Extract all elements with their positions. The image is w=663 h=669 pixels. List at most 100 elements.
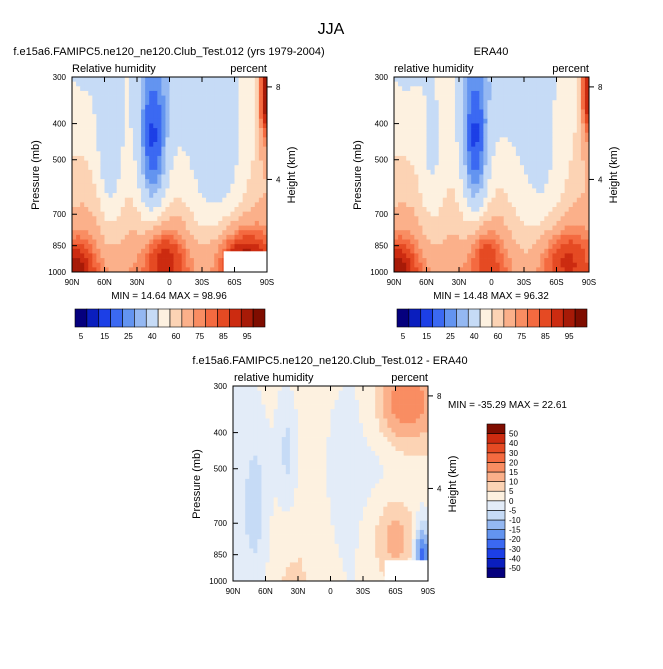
contour-cell [251, 128, 255, 133]
contour-cell [310, 400, 314, 405]
contour-cell [186, 137, 190, 142]
contour-cell [520, 110, 524, 115]
contour-cell [459, 188, 463, 193]
contour-cell [198, 119, 202, 124]
contour-cell [406, 161, 410, 166]
contour-cell [92, 198, 96, 203]
contour-cell [375, 386, 379, 391]
contour-cell [96, 128, 100, 133]
contour-cell [459, 82, 463, 87]
contour-cell [245, 400, 249, 405]
contour-cell [125, 165, 129, 170]
contour-cell [471, 188, 475, 193]
contour-cell [463, 161, 467, 166]
contour-cell [153, 133, 157, 138]
contour-cell [149, 263, 153, 268]
contour-cell [398, 77, 402, 82]
contour-cell [88, 100, 92, 105]
contour-cell [88, 147, 92, 152]
contour-cell [447, 179, 451, 184]
contour-cell [96, 77, 100, 82]
contour-cell [561, 175, 565, 180]
contour-cell [447, 123, 451, 128]
contour-cell [557, 202, 561, 207]
contour-cell [259, 230, 263, 235]
contour-cell [508, 100, 512, 105]
contour-cell [170, 235, 174, 240]
contour-cell [206, 133, 210, 138]
contour-cell [247, 142, 251, 147]
contour-cell [226, 226, 230, 231]
contour-cell [347, 446, 351, 451]
contour-cell [479, 258, 483, 263]
contour-cell [218, 119, 222, 124]
contour-cell [198, 110, 202, 115]
contour-cell [222, 77, 226, 82]
contour-cell [145, 165, 149, 170]
contour-cell [222, 179, 226, 184]
contour-cell [194, 123, 198, 128]
contour-cell [129, 128, 133, 133]
contour-cell [109, 110, 113, 115]
contour-cell [186, 100, 190, 105]
contour-cell [153, 240, 157, 245]
contour-cell [153, 249, 157, 254]
contour-cell [198, 161, 202, 166]
contour-cell [198, 263, 202, 268]
contour-cell [247, 123, 251, 128]
contour-cell [218, 258, 222, 263]
contour-cell [161, 91, 165, 96]
contour-cell [443, 253, 447, 258]
contour-cell [408, 442, 412, 447]
contour-cell [274, 451, 278, 456]
contour-cell [447, 96, 451, 101]
contour-cell [237, 419, 241, 424]
contour-cell [471, 230, 475, 235]
contour-cell [577, 263, 581, 268]
contour-cell [100, 123, 104, 128]
contour-cell [443, 82, 447, 87]
contour-cell [394, 82, 398, 87]
contour-cell [577, 221, 581, 226]
contour-cell [80, 110, 84, 115]
contour-cell [206, 179, 210, 184]
contour-cell [226, 119, 230, 124]
contour-cell [339, 432, 343, 437]
contour-cell [202, 258, 206, 263]
contour-cell [363, 414, 367, 419]
contour-cell [253, 460, 257, 465]
contour-cell [418, 263, 422, 268]
contour-cell [117, 230, 121, 235]
contour-cell [270, 428, 274, 433]
contour-cell [145, 198, 149, 203]
contour-cell [161, 258, 165, 263]
contour-cell [170, 100, 174, 105]
contour-cell [298, 451, 302, 456]
contour-cell [157, 198, 161, 203]
contour-cell [420, 419, 424, 424]
contour-cell [149, 82, 153, 87]
contour-cell [475, 96, 479, 101]
contour-cell [261, 456, 265, 461]
contour-cell [496, 156, 500, 161]
contour-cell [318, 400, 322, 405]
contour-cell [170, 263, 174, 268]
contour-cell [394, 161, 398, 166]
contour-cell [235, 128, 239, 133]
contour-cell [422, 123, 426, 128]
contour-cell [347, 442, 351, 447]
contour-cell [186, 119, 190, 124]
contour-cell [113, 240, 117, 245]
contour-cell [557, 230, 561, 235]
contour-cell [88, 184, 92, 189]
contour-cell [528, 123, 532, 128]
contour-cell [408, 391, 412, 396]
contour-cell [241, 395, 245, 400]
contour-cell [516, 110, 520, 115]
contour-cell [427, 216, 431, 221]
contour-cell [105, 212, 109, 217]
contour-cell [402, 96, 406, 101]
contour-cell [343, 446, 347, 451]
contour-cell [84, 202, 88, 207]
contour-cell [157, 170, 161, 175]
